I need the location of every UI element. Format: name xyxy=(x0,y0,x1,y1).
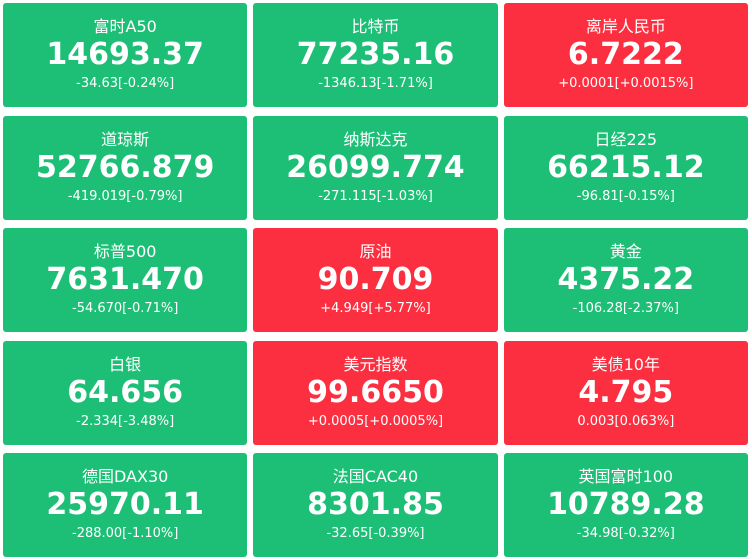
quote-name: 白银 xyxy=(109,354,142,374)
quote-name: 黄金 xyxy=(609,242,642,261)
quote-tile[interactable]: 原油 90.709 +4.949[+5.77%] xyxy=(253,228,498,332)
quote-tile[interactable]: 美元指数 99.6650 +0.0005[+0.0005%] xyxy=(253,340,498,445)
quote-tile[interactable]: 日经225 66215.12 -96.81[-0.15%] xyxy=(503,115,748,220)
quote-tile[interactable]: 英国富时100 10789.28 -34.98[-0.32%] xyxy=(503,453,748,557)
quote-tile[interactable]: 富时A50 14693.37 -34.63[-0.24%] xyxy=(3,3,248,107)
quote-name: 英国富时100 xyxy=(578,467,674,486)
quote-change: -2.334[-3.48%] xyxy=(76,413,175,429)
quote-tile[interactable]: 法国CAC40 8301.85 -32.65[-0.39%] xyxy=(253,453,498,557)
quote-tile[interactable]: 离岸人民币 6.7222 +0.0001[+0.0015%] xyxy=(503,3,748,107)
quote-change: 0.003[0.063%] xyxy=(577,413,675,429)
quote-change: -1346.13[-1.71%] xyxy=(318,76,433,91)
quote-change: -271.115[-1.03%] xyxy=(318,188,433,204)
quote-name: 离岸人民币 xyxy=(585,17,666,36)
quote-tile[interactable]: 黄金 4375.22 -106.28[-2.37%] xyxy=(503,228,748,332)
quote-value: 66215.12 xyxy=(547,149,705,185)
quote-name: 原油 xyxy=(359,242,392,261)
quote-tile[interactable]: 道琼斯 52766.879 -419.019[-0.79%] xyxy=(3,115,248,220)
quote-tile[interactable]: 美债10年 4.795 0.003[0.063%] xyxy=(503,340,748,445)
quote-value: 10789.28 xyxy=(547,487,705,522)
quote-change: -34.63[-0.24%] xyxy=(76,76,175,91)
quote-value: 25970.11 xyxy=(46,487,204,522)
quote-value: 14693.37 xyxy=(46,37,204,72)
quote-name: 标普500 xyxy=(93,242,157,261)
quote-change: -106.28[-2.37%] xyxy=(572,301,679,316)
quote-value: 8301.85 xyxy=(307,487,444,522)
quote-value: 64.656 xyxy=(67,374,184,410)
quote-name: 道琼斯 xyxy=(101,129,150,149)
quote-value: 7631.470 xyxy=(46,262,204,297)
quote-change: +0.0001[+0.0015%] xyxy=(558,76,694,91)
quote-tile[interactable]: 标普500 7631.470 -54.670[-0.71%] xyxy=(3,228,248,332)
quote-tile[interactable]: 纳斯达克 26099.774 -271.115[-1.03%] xyxy=(253,115,498,220)
quote-name: 比特币 xyxy=(351,17,400,36)
quote-value: 6.7222 xyxy=(567,37,684,72)
quote-value: 99.6650 xyxy=(307,374,444,410)
quote-tile[interactable]: 白银 64.656 -2.334[-3.48%] xyxy=(3,340,248,445)
quote-change: -32.65[-0.39%] xyxy=(326,526,425,541)
quote-value: 4375.22 xyxy=(557,262,695,297)
quote-value: 52766.879 xyxy=(35,149,215,185)
quote-change: -96.81[-0.15%] xyxy=(576,188,675,204)
quote-tile[interactable]: 德国DAX30 25970.11 -288.00[-1.10%] xyxy=(3,453,248,557)
quote-change: -288.00[-1.10%] xyxy=(72,526,179,541)
quote-name: 美债10年 xyxy=(591,354,660,374)
quote-change: -419.019[-0.79%] xyxy=(67,188,183,204)
quote-change: -54.670[-0.71%] xyxy=(72,301,179,316)
quote-tile[interactable]: 比特币 77235.16 -1346.13[-1.71%] xyxy=(253,3,498,107)
quote-value: 90.709 xyxy=(317,262,434,297)
quote-value: 4.795 xyxy=(578,374,674,410)
quote-name: 美元指数 xyxy=(343,354,408,374)
quote-change: +0.0005[+0.0005%] xyxy=(307,413,444,429)
quote-name: 日经225 xyxy=(594,129,658,149)
quote-name: 德国DAX30 xyxy=(82,467,169,486)
quote-name: 富时A50 xyxy=(93,17,157,36)
quote-name: 纳斯达克 xyxy=(343,129,408,149)
quote-value: 26099.774 xyxy=(286,149,465,185)
quote-change: -34.98[-0.32%] xyxy=(576,526,675,541)
quote-value: 77235.16 xyxy=(296,37,455,72)
quote-name: 法国CAC40 xyxy=(332,467,419,486)
quote-change: +4.949[+5.77%] xyxy=(320,301,431,316)
